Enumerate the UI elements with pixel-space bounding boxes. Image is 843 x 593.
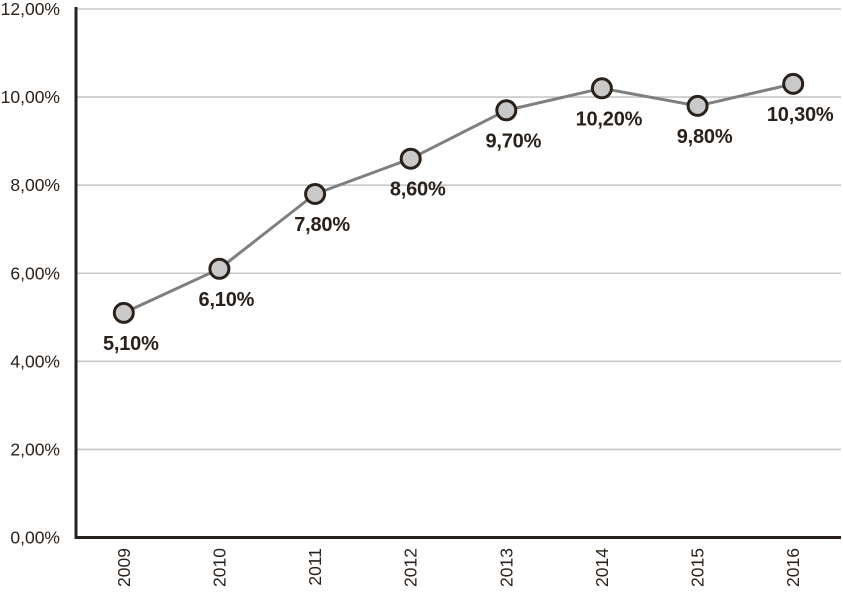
data-point-label: 10,20% xyxy=(576,108,643,130)
x-tick-label: 2011 xyxy=(305,548,325,586)
y-axis-tick-labels: 0,00% 2,00% 4,00% 6,00% 8,00% 10,00% 12,00% xyxy=(1,0,60,548)
data-point-label: 10,30% xyxy=(767,104,834,126)
y-tick-label: 2,00% xyxy=(10,439,60,459)
data-point-labels: 5,10% 6,10% 7,80% 8,60% 9,70% 10,20% 9,80% 10,3… xyxy=(103,104,834,355)
y-tick-label: 10,00% xyxy=(1,87,60,107)
data-point-marker xyxy=(782,72,805,95)
x-tick-label: 2014 xyxy=(592,548,612,587)
data-point-marker xyxy=(686,94,709,117)
x-tick-label: 2012 xyxy=(401,548,421,587)
y-tick-label: 0,00% xyxy=(10,528,60,548)
data-point-marker xyxy=(590,77,613,100)
data-point-label: 9,70% xyxy=(485,130,541,152)
data-point-marker xyxy=(304,183,327,205)
data-point-markers xyxy=(112,72,805,324)
y-tick-label: 4,00% xyxy=(10,351,60,371)
data-point-label: 5,10% xyxy=(103,333,159,355)
data-point-marker xyxy=(112,301,135,324)
data-point-marker xyxy=(399,147,422,170)
gridlines xyxy=(76,8,841,451)
y-tick-label: 6,00% xyxy=(10,263,60,283)
y-tick-label: 12,00% xyxy=(1,0,60,19)
data-point-marker xyxy=(495,99,518,122)
data-point-label: 7,80% xyxy=(294,214,350,236)
series-line xyxy=(122,82,795,315)
x-tick-label: 2016 xyxy=(783,548,803,587)
data-point-label: 6,10% xyxy=(199,289,255,311)
x-tick-label: 2015 xyxy=(688,548,708,587)
x-axis-tick-labels: 2009 2010 2011 2012 2013 2014 2015 2016 xyxy=(114,548,803,587)
x-tick-label: 2009 xyxy=(114,548,134,587)
x-tick-label: 2010 xyxy=(209,548,229,587)
data-point-label: 8,60% xyxy=(390,179,446,201)
y-tick-label: 8,00% xyxy=(10,175,60,195)
x-tick-label: 2013 xyxy=(496,548,516,587)
data-point-marker xyxy=(208,257,231,280)
data-point-label: 9,80% xyxy=(677,126,733,148)
